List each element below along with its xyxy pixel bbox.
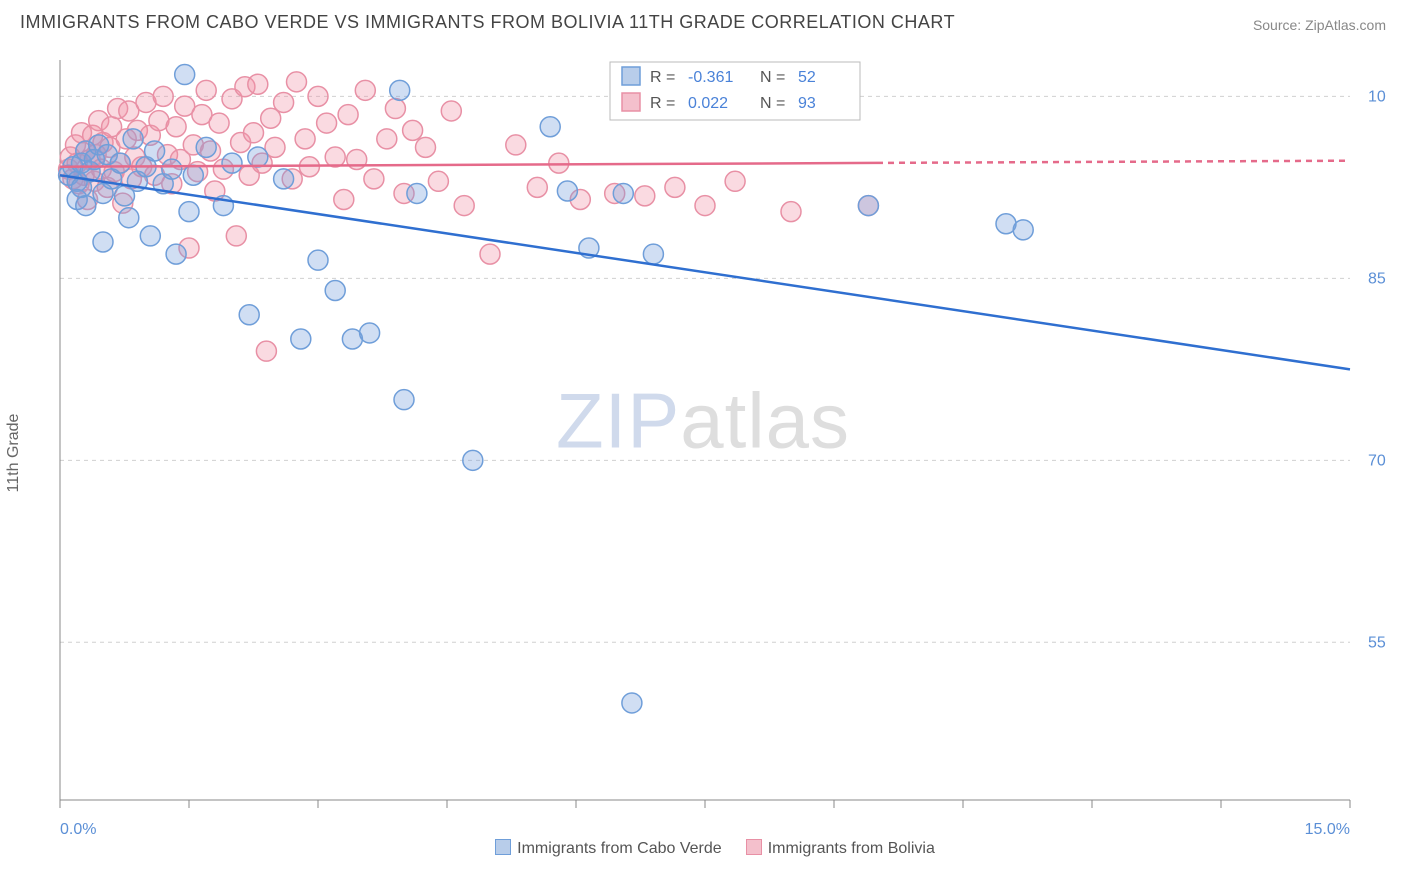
data-point xyxy=(248,147,268,167)
y-tick-label: 70.0% xyxy=(1368,452,1386,469)
legend-swatch xyxy=(622,67,640,85)
data-point xyxy=(549,153,569,173)
data-point xyxy=(123,129,143,149)
scatter-chart: 55.0% 70.0% 85.0% 100.0% 0.0% 15.0% R = -0.361 N… xyxy=(20,48,1386,858)
data-point xyxy=(248,74,268,94)
data-point xyxy=(183,165,203,185)
data-point xyxy=(725,171,745,191)
data-point xyxy=(643,244,663,264)
legend-r-value: 0.022 xyxy=(688,95,728,112)
data-point xyxy=(140,226,160,246)
legend-n-label: N = xyxy=(760,95,785,112)
data-point xyxy=(308,86,328,106)
data-point xyxy=(325,280,345,300)
data-point xyxy=(506,135,526,155)
data-point xyxy=(613,183,633,203)
data-point xyxy=(480,244,500,264)
chart-container: 11th Grade 55.0%70.0%85.0%100.0%0.0%15.0… xyxy=(20,48,1386,858)
data-point xyxy=(781,202,801,222)
data-point xyxy=(403,120,423,140)
data-point xyxy=(287,72,307,92)
data-point xyxy=(145,141,165,161)
data-point xyxy=(93,232,113,252)
legend-swatch xyxy=(495,839,511,855)
data-point xyxy=(858,196,878,216)
data-point xyxy=(291,329,311,349)
data-point xyxy=(196,80,216,100)
data-point xyxy=(153,86,173,106)
trend-line-extrapolated xyxy=(877,161,1350,163)
data-point xyxy=(385,99,405,119)
data-point xyxy=(441,101,461,121)
legend-label: Immigrants from Bolivia xyxy=(768,840,935,857)
data-point xyxy=(428,171,448,191)
data-point xyxy=(394,390,414,410)
data-point xyxy=(162,159,182,179)
data-point xyxy=(454,196,474,216)
data-point xyxy=(209,113,229,133)
data-point xyxy=(377,129,397,149)
legend-swatch xyxy=(746,839,762,855)
y-axis-label: 11th Grade xyxy=(5,414,23,493)
source-attribution: Source: ZipAtlas.com xyxy=(1253,17,1386,33)
legend-n-value: 52 xyxy=(798,69,816,86)
data-point xyxy=(416,137,436,157)
data-point xyxy=(308,250,328,270)
data-point xyxy=(239,305,259,325)
data-point xyxy=(256,341,276,361)
data-point xyxy=(166,117,186,137)
data-point xyxy=(360,323,380,343)
y-tick-label: 55.0% xyxy=(1368,634,1386,651)
data-point xyxy=(179,202,199,222)
legend-label: Immigrants from Cabo Verde xyxy=(517,840,722,857)
data-point xyxy=(540,117,560,137)
data-point xyxy=(274,169,294,189)
data-point xyxy=(110,153,130,173)
data-point xyxy=(76,196,96,216)
y-tick-label: 100.0% xyxy=(1368,88,1386,105)
bottom-legend: Immigrants from Cabo Verde Immigrants fro… xyxy=(20,839,1386,858)
data-point xyxy=(334,190,354,210)
data-point xyxy=(463,450,483,470)
data-point xyxy=(196,137,216,157)
legend-r-value: -0.361 xyxy=(688,69,733,86)
legend-n-label: N = xyxy=(760,69,785,86)
data-point xyxy=(226,226,246,246)
data-point xyxy=(635,186,655,206)
y-tick-label: 85.0% xyxy=(1368,270,1386,287)
data-point xyxy=(119,208,139,228)
legend-swatch xyxy=(622,93,640,111)
legend-n-value: 93 xyxy=(798,95,816,112)
data-point xyxy=(622,693,642,713)
data-point xyxy=(295,129,315,149)
data-point xyxy=(527,177,547,197)
data-point xyxy=(364,169,384,189)
data-point xyxy=(222,153,242,173)
data-point xyxy=(557,181,577,201)
x-tick-label: 15.0% xyxy=(1305,821,1350,838)
x-tick-label: 0.0% xyxy=(60,821,96,838)
legend-r-label: R = xyxy=(650,69,675,86)
data-point xyxy=(338,105,358,125)
data-point xyxy=(244,123,264,143)
legend-r-label: R = xyxy=(650,95,675,112)
data-point xyxy=(1013,220,1033,240)
data-point xyxy=(274,92,294,112)
chart-title: IMMIGRANTS FROM CABO VERDE VS IMMIGRANTS… xyxy=(20,12,955,33)
data-point xyxy=(175,65,195,85)
data-point xyxy=(390,80,410,100)
data-point xyxy=(695,196,715,216)
data-point xyxy=(325,147,345,167)
data-point xyxy=(166,244,186,264)
data-point xyxy=(355,80,375,100)
correlation-legend xyxy=(610,62,860,120)
data-point xyxy=(407,183,427,203)
data-point xyxy=(317,113,337,133)
data-point xyxy=(665,177,685,197)
